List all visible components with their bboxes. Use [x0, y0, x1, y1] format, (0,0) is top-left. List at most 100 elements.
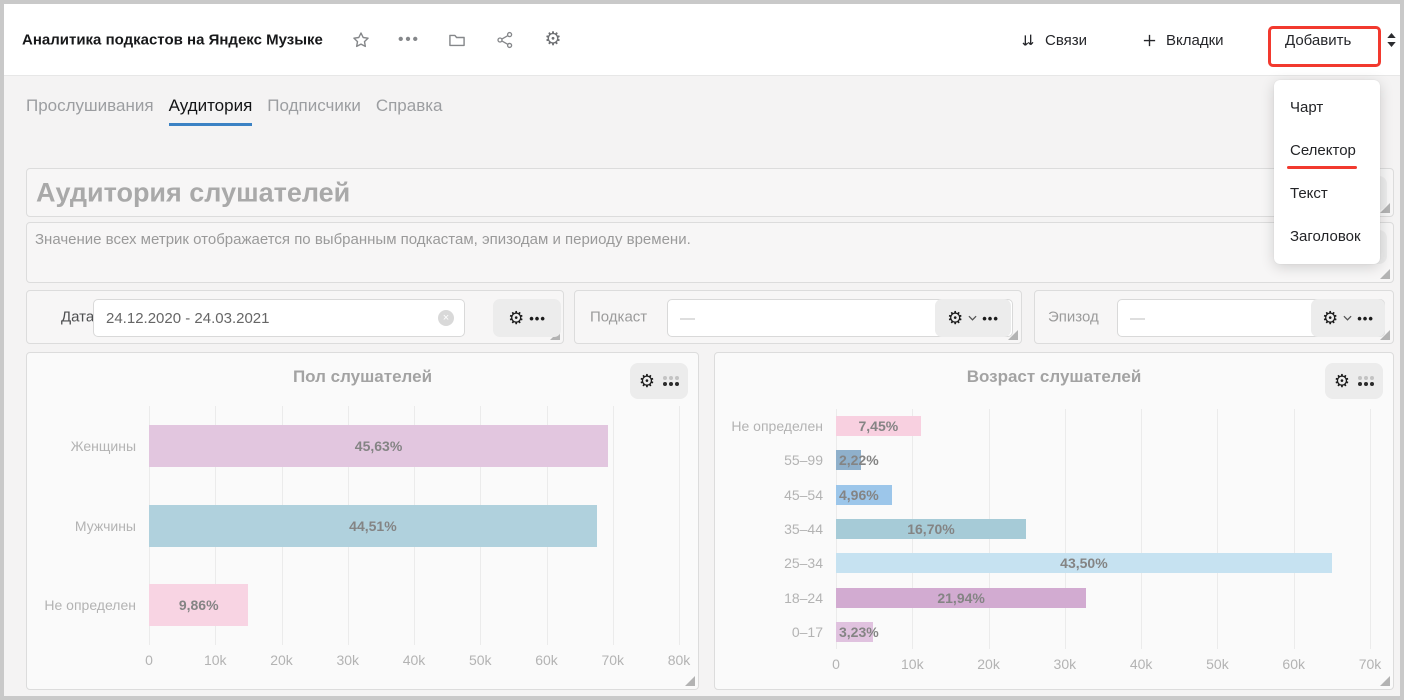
x-tick-label: 0 — [145, 652, 153, 668]
chart-bar-row: 18–24 21,94% — [784, 580, 1370, 614]
chart-x-axis: 0 10k 20k 30k 40k 50k 60k 70k — [832, 649, 1381, 675]
chart-bar-row: Не определен 7,45% — [731, 409, 1370, 443]
bar-value-label: 16,70% — [907, 520, 955, 537]
bar-value-label: 21,94% — [937, 589, 985, 606]
more-actions-icon[interactable]: ••• — [398, 31, 420, 48]
favorite-star-icon[interactable] — [348, 27, 374, 53]
podcast-select-value: — — [680, 309, 695, 327]
gear-icon: ⚙ — [638, 371, 656, 391]
menu-item-текст[interactable]: Текст — [1290, 185, 1328, 202]
gridline — [1141, 409, 1143, 649]
bar-value-label: 4,96% — [839, 486, 879, 503]
description-widget[interactable]: Значение всех метрик отображается по выб… — [26, 222, 1394, 283]
chart-bar-row: Не определен 9,86% — [44, 565, 679, 645]
tab-прослушивания[interactable]: Прослушивания — [26, 96, 154, 115]
add-tab-button[interactable]: Вкладки — [1142, 24, 1224, 56]
add-button[interactable]: Добавить — [1285, 24, 1351, 56]
x-tick-label: 30k — [336, 652, 360, 668]
podcast-filter-settings-button[interactable]: ⚙ ••• — [935, 299, 1011, 337]
gridline — [612, 406, 614, 645]
bar-мужчины[interactable] — [149, 504, 597, 547]
x-tick-label: 10k — [203, 652, 227, 668]
settings-gear-icon[interactable]: ⚙ — [544, 29, 562, 50]
menu-item-заголовок[interactable]: Заголовок — [1290, 228, 1361, 245]
drag-handle-icon — [663, 376, 680, 386]
gridline — [679, 406, 680, 645]
gear-icon: ⚙ — [947, 308, 964, 328]
resize-handle[interactable] — [1380, 330, 1390, 340]
age-chart-widget: Возраст слушателей ⚙ Не определен 7,45% 55… — [714, 352, 1394, 690]
x-tick-label: 10k — [900, 656, 924, 672]
bar-55–99[interactable] — [836, 450, 862, 471]
bar-value-label: 9,86% — [178, 597, 219, 614]
category-label: 45–54 — [784, 486, 823, 503]
bar-не определен[interactable] — [149, 584, 249, 627]
tab-аудитория[interactable]: Аудитория — [168, 96, 253, 126]
bar-45–54[interactable] — [836, 484, 893, 505]
bar-value-label: 44,51% — [349, 517, 397, 534]
category-label: Не определен — [731, 418, 823, 435]
dashboard-content: Прослушивания Аудитория Подписчики Справка … — [4, 76, 1400, 696]
resize-handle[interactable] — [1380, 203, 1390, 213]
resize-handle[interactable] — [685, 676, 695, 686]
category-label: 55–99 — [784, 452, 823, 469]
chart-actions-button[interactable]: ⚙ — [1325, 363, 1383, 399]
category-label: Мужчины — [74, 517, 136, 534]
add-button-label: Добавить — [1285, 31, 1352, 49]
folder-icon[interactable] — [444, 27, 470, 53]
podcast-filter-widget: Подкаст — ⚙ ••• — [574, 290, 1022, 344]
date-range-value: 24.12.2020 - 24.03.2021 — [106, 309, 270, 327]
x-tick-label: 30k — [1053, 656, 1077, 672]
bar-value-label: 43,50% — [1060, 555, 1108, 572]
x-tick-label: 40k — [1129, 656, 1153, 672]
plus-icon — [1143, 34, 1156, 46]
x-tick-label: 70k — [1358, 656, 1382, 672]
chevron-down-icon — [968, 315, 977, 321]
date-filter-settings-button[interactable]: ⚙ ••• — [493, 299, 561, 337]
gridline — [1217, 409, 1219, 649]
gender-chart-plot: Женщины 45,63% Мужчины 44,51% Не определен 9,… — [44, 406, 690, 668]
bar-не определен[interactable] — [836, 416, 921, 437]
more-dots-icon: ••• — [982, 310, 999, 326]
episode-filter-widget: Эпизод — ⚙ ••• — [1034, 290, 1394, 344]
bar-35–44[interactable] — [836, 518, 1026, 539]
title-widget[interactable]: Аудитория слушателей ••• — [26, 168, 1394, 217]
bar-женщины[interactable] — [149, 424, 609, 467]
date-filter-widget: Дата 24.12.2020 - 24.03.2021 × ⚙ ••• — [26, 290, 564, 344]
date-range-input[interactable]: 24.12.2020 - 24.03.2021 × — [93, 299, 465, 337]
tab-подписчики[interactable]: Подписчики — [267, 96, 361, 115]
resize-handle[interactable] — [1008, 330, 1018, 340]
resize-handle[interactable] — [1380, 269, 1390, 279]
dashboard-title: Аналитика подкастов на Яндекс Музыке — [22, 31, 323, 48]
bar-25–34[interactable] — [836, 553, 1332, 574]
bar-0–17[interactable] — [836, 621, 873, 642]
x-tick-label: 60k — [535, 652, 558, 668]
clear-date-icon[interactable]: × — [438, 310, 454, 326]
category-label: Не определен — [44, 597, 136, 614]
x-tick-label: 20k — [977, 656, 1000, 672]
chart-bar-row: 35–44 16,70% — [784, 512, 1370, 546]
chart-actions-button[interactable]: ⚙ — [630, 363, 688, 399]
page-title: Аудитория слушателей — [36, 177, 351, 207]
resize-handle[interactable] — [1380, 676, 1390, 686]
menu-item-селектор[interactable]: Селектор — [1274, 129, 1380, 172]
x-tick-label: 60k — [1282, 656, 1305, 672]
category-label: 25–34 — [784, 555, 823, 572]
expand-collapse-spinner-icon[interactable] — [1378, 27, 1400, 53]
more-dots-icon: ••• — [529, 310, 546, 326]
episode-select-value: — — [1130, 309, 1145, 327]
chart-bars: Женщины 45,63% Мужчины 44,51% Не определен 9,… — [44, 406, 679, 645]
bar-18–24[interactable] — [836, 587, 1087, 608]
x-tick-label: 40k — [402, 652, 426, 668]
bar-value-label: 45,63% — [354, 437, 403, 454]
bar-value-label: 2,22% — [839, 452, 879, 469]
chart-title: Возраст слушателей — [966, 367, 1142, 386]
tab-справка[interactable]: Справка — [375, 96, 443, 115]
chart-bar-row: 45–54 4,96% — [784, 478, 1370, 512]
episode-filter-settings-button[interactable]: ⚙ ••• — [1311, 299, 1385, 337]
links-button[interactable]: Связи — [1020, 24, 1087, 56]
share-icon[interactable] — [492, 27, 518, 53]
menu-item-чарт[interactable]: Чарт — [1290, 99, 1324, 116]
x-tick-label: 80k — [667, 652, 691, 668]
